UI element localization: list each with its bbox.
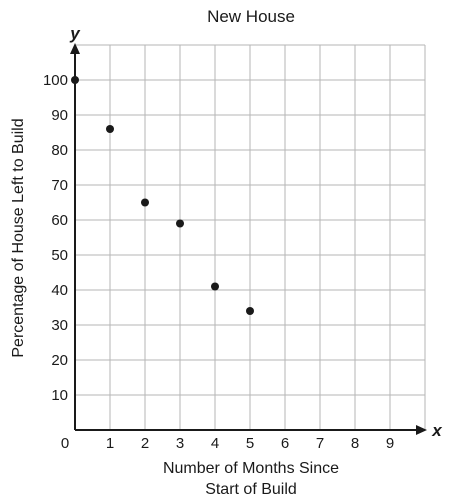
y-tick-labels: 10 20 30 40 50 60 70 80 90 100	[43, 72, 68, 404]
x-tick-label: 0	[61, 435, 69, 452]
y-tick-label: 20	[51, 352, 68, 369]
data-point	[71, 76, 79, 84]
y-tick-label: 100	[43, 72, 68, 89]
y-tick-label: 80	[51, 142, 68, 159]
y-tick-label: 40	[51, 282, 68, 299]
x-tick-label: 2	[141, 435, 149, 452]
y-axis-title: Percentage of House Left to Build	[10, 118, 27, 357]
y-tick-label: 30	[51, 317, 68, 334]
x-tick-label: 9	[386, 435, 394, 452]
y-tick-label: 70	[51, 177, 68, 194]
data-points	[71, 76, 254, 315]
axes	[70, 43, 427, 435]
x-axis-title-line-1: Number of Months Since	[163, 460, 339, 477]
data-point	[246, 307, 254, 315]
x-tick-label: 8	[351, 435, 359, 452]
x-tick-label: 6	[281, 435, 289, 452]
x-tick-label: 5	[246, 435, 254, 452]
x-axis-arrow	[416, 425, 427, 435]
x-tick-labels: 0 1 2 3 4 5 6 7 8 9	[61, 435, 394, 452]
data-point	[211, 282, 219, 291]
y-tick-label: 60	[51, 212, 68, 229]
x-tick-label: 3	[176, 435, 184, 452]
grid	[75, 44, 426, 430]
x-tick-label: 4	[211, 435, 219, 452]
y-axis-variable: y	[69, 24, 81, 43]
y-axis-arrow	[70, 43, 80, 54]
y-tick-label: 90	[51, 107, 68, 124]
y-tick-label: 10	[51, 387, 68, 404]
x-tick-label: 7	[316, 435, 324, 452]
chart-title: New House	[207, 7, 295, 26]
x-axis-variable: x	[431, 421, 443, 440]
x-tick-label: 1	[106, 435, 114, 452]
y-tick-label: 50	[51, 247, 68, 264]
data-point	[176, 219, 184, 228]
data-point	[141, 198, 149, 207]
data-point	[106, 125, 114, 133]
x-axis-title-line-2: Start of Build	[205, 481, 297, 498]
